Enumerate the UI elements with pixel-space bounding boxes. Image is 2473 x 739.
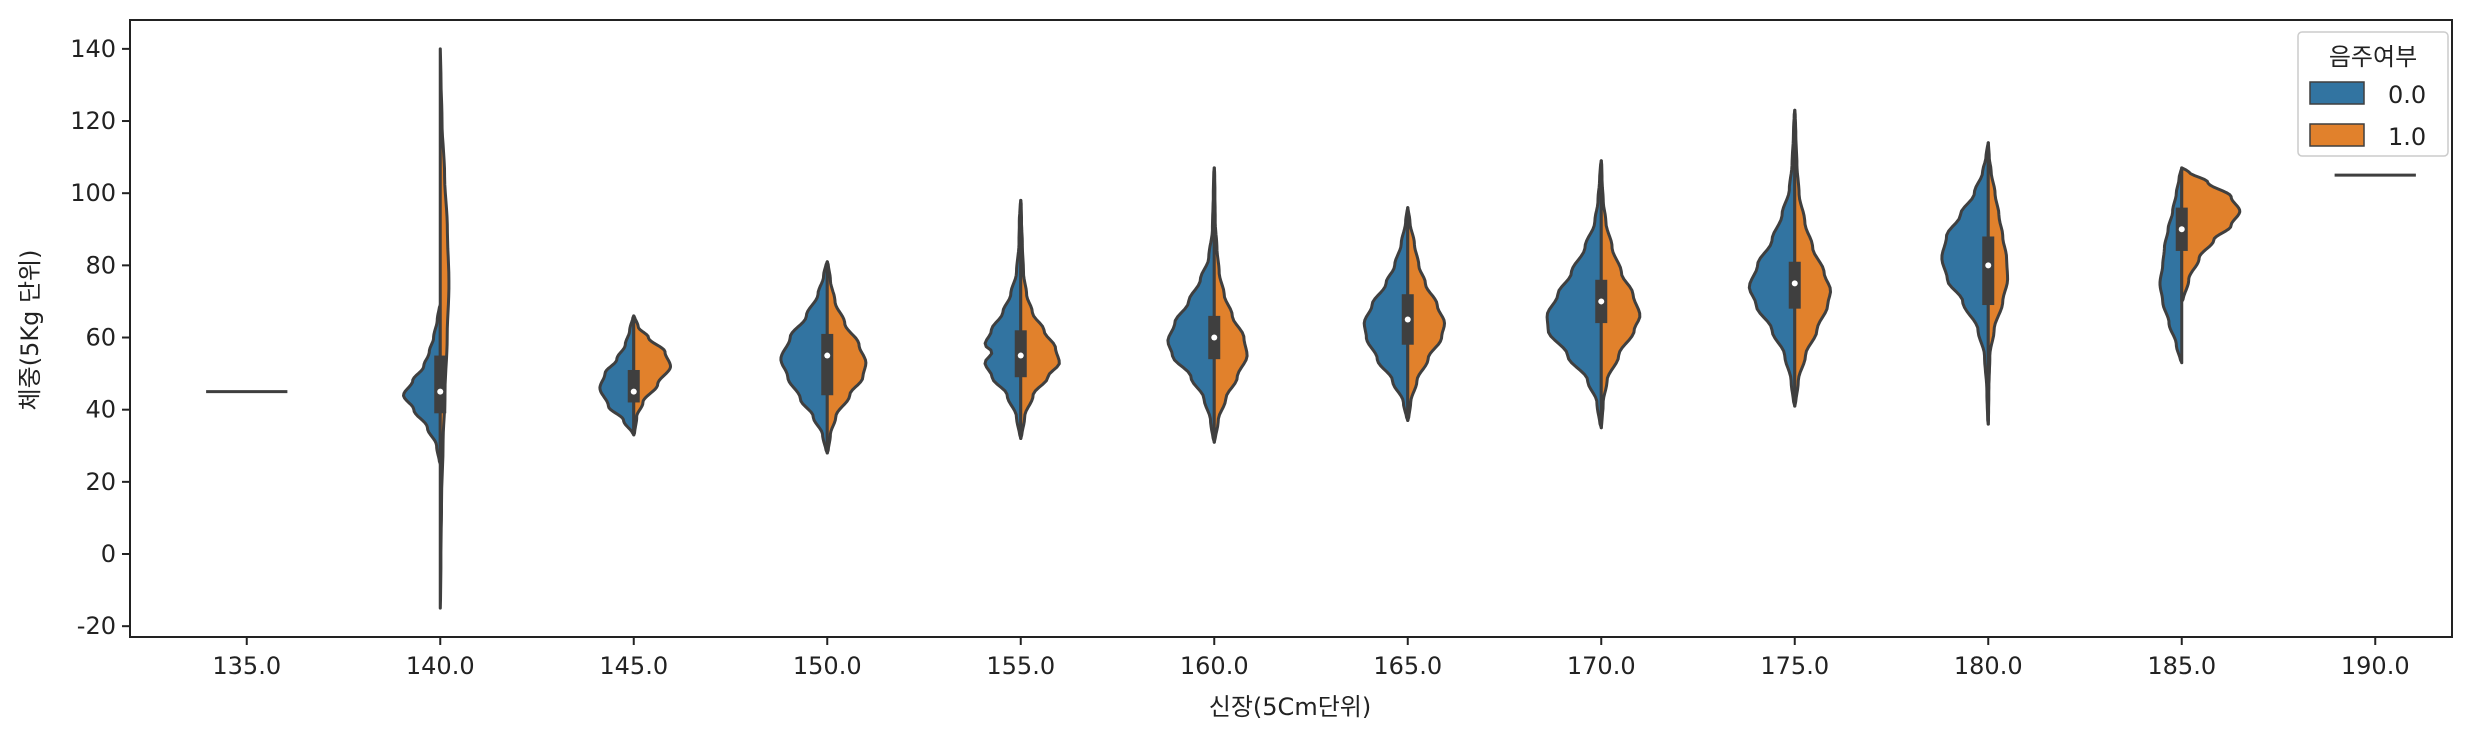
violin-0.0-165.0: [1362, 206, 1410, 422]
legend-swatch-1: [2309, 123, 2365, 147]
box-iqr-180.0: [1982, 236, 1995, 306]
legend-label-1: 1.0: [2388, 123, 2426, 151]
y-tick-label-80: 80: [85, 251, 116, 279]
box-median-160.0: [1211, 334, 1218, 341]
plot-frame: [129, 19, 2453, 638]
box-iqr-140.0: [434, 355, 447, 414]
violin-1.0-145.0: [632, 314, 672, 437]
violin-1.0-160.0: [1212, 166, 1249, 444]
x-tick-label-135.0: 135.0: [212, 652, 281, 680]
y-tick-label-120: 120: [70, 107, 116, 135]
y-tick-label-40: 40: [85, 396, 116, 424]
x-axis-label: 신장(5Cm단위): [1209, 693, 1371, 721]
box-iqr-150.0: [821, 333, 834, 396]
x-tick-label-155.0: 155.0: [986, 652, 1055, 680]
box-median-145.0: [630, 388, 637, 395]
violin-0.0-170.0: [1545, 159, 1603, 430]
y-tick-label-140: 140: [70, 35, 116, 63]
legend-title: 음주여부: [2329, 43, 2417, 71]
axes: -20 0 20 40 60 80 100 120 140 135.0 140.0 145.0 150.…: [70, 19, 2453, 680]
box-median-165.0: [1404, 316, 1411, 323]
x-tick-label-180.0: 180.0: [1954, 652, 2023, 680]
violin-0.0-150.0: [779, 260, 829, 455]
x-tick-label-160.0: 160.0: [1180, 652, 1249, 680]
box-median-180.0: [1985, 262, 1992, 269]
legend: 음주여부 0.0 1.0: [2297, 31, 2449, 157]
violin-0.0-180.0: [1940, 141, 1990, 426]
x-tick-label-165.0: 165.0: [1373, 652, 1442, 680]
y-tick-label-20: 20: [85, 468, 116, 496]
x-tick-label-145.0: 145.0: [599, 652, 668, 680]
box-median-170.0: [1598, 298, 1605, 305]
box-median-140.0: [437, 388, 444, 395]
y-tick-label--20: -20: [77, 612, 116, 640]
box-median-185.0: [2178, 226, 2185, 233]
x-tick-label-185.0: 185.0: [2147, 652, 2216, 680]
violin-1.0-180.0: [1986, 141, 2010, 426]
x-tick-label-175.0: 175.0: [1760, 652, 1829, 680]
violin-1.0-155.0: [1019, 198, 1061, 440]
violin-0.0-145.0: [598, 314, 636, 437]
violin-0.0-160.0: [1166, 166, 1216, 444]
violin-1.0-170.0: [1599, 159, 1642, 430]
legend-label-0: 0.0: [2388, 81, 2426, 109]
x-tick-label-170.0: 170.0: [1567, 652, 1636, 680]
violin-0.0-185.0: [2158, 166, 2184, 365]
y-tick-label-0: 0: [101, 540, 116, 568]
violin-1.0-175.0: [1793, 108, 1832, 408]
violin-0.0-175.0: [1747, 108, 1797, 408]
box-median-150.0: [824, 352, 831, 359]
x-tick-label-150.0: 150.0: [793, 652, 862, 680]
violin-1.0-150.0: [825, 260, 868, 455]
legend-swatch-0: [2309, 81, 2365, 105]
plot-area: [206, 47, 2416, 610]
violin-1.0-140.0: [438, 47, 451, 610]
y-axis-label: 체중(5Kg 단위): [16, 250, 44, 411]
violin-0.0-155.0: [983, 198, 1023, 440]
violin-0.0-140.0: [402, 303, 442, 466]
y-tick-label-60: 60: [85, 324, 116, 352]
violin-1.0-185.0: [2180, 166, 2242, 303]
box-iqr-145.0: [627, 369, 640, 403]
x-tick-label-190.0: 190.0: [2341, 652, 2410, 680]
violin-1.0-165.0: [1406, 206, 1446, 422]
x-tick-label-140.0: 140.0: [406, 652, 475, 680]
y-tick-label-100: 100: [70, 179, 116, 207]
box-median-175.0: [1791, 280, 1798, 287]
box-median-155.0: [1017, 352, 1024, 359]
